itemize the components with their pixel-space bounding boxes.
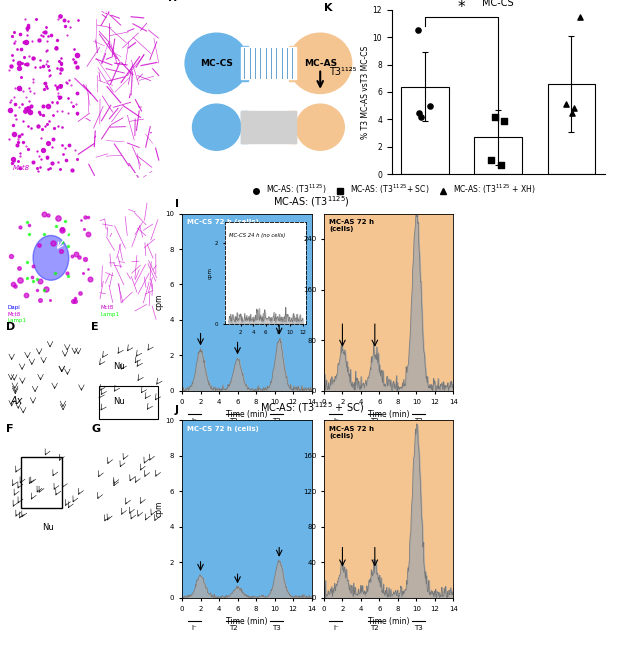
Text: G: G	[91, 424, 101, 434]
Text: T2: T2	[371, 625, 379, 631]
Text: T3¹¹²⁵: T3¹¹²⁵	[329, 67, 357, 78]
Bar	[241, 45, 248, 81]
Text: T2: T2	[229, 625, 237, 631]
Text: MC-AS: MC-AS	[89, 9, 114, 17]
Ellipse shape	[33, 235, 69, 281]
Point	[567, 107, 577, 118]
Text: J: J	[175, 405, 178, 415]
Text: I⁻: I⁻	[333, 625, 339, 631]
Point	[413, 25, 423, 35]
Point	[496, 159, 506, 170]
Bar	[289, 45, 296, 81]
Text: E: E	[91, 323, 99, 332]
Text: MC-AS 72 h
(cells): MC-AS 72 h (cells)	[329, 219, 374, 232]
Y-axis label: % T3 MC-AS vsT3 MC-CS: % T3 MC-AS vsT3 MC-CS	[361, 45, 370, 139]
Text: MC-CS: MC-CS	[10, 196, 35, 205]
Text: H: H	[168, 0, 178, 3]
Text: I⁻: I⁻	[191, 418, 197, 424]
Text: MC-AS: MC-AS	[102, 196, 126, 205]
Text: T3: T3	[272, 625, 281, 631]
Point	[425, 101, 435, 111]
Text: MC-AS 72 h
(cells): MC-AS 72 h (cells)	[329, 426, 374, 439]
Circle shape	[289, 34, 352, 93]
Point	[414, 107, 424, 118]
X-axis label: Time (min): Time (min)	[368, 617, 410, 626]
Y-axis label: cpm: cpm	[155, 294, 164, 310]
Text: I⁻: I⁻	[191, 625, 197, 631]
Bar	[289, 111, 296, 143]
Bar	[20, 457, 62, 508]
Text: Mct8: Mct8	[8, 311, 21, 317]
Text: I⁻: I⁻	[333, 418, 339, 424]
X-axis label: Time (min): Time (min)	[226, 410, 268, 419]
Text: T3: T3	[414, 418, 423, 424]
Text: T3: T3	[272, 418, 281, 424]
Bar	[99, 386, 158, 419]
X-axis label: Time (min): Time (min)	[368, 410, 410, 419]
Bar	[241, 111, 296, 143]
Point	[491, 112, 500, 122]
Text: Mct8: Mct8	[100, 305, 114, 310]
Text: T2: T2	[371, 418, 379, 424]
Legend: MC-AS: (T3$^{1125}$), MC-AS: (T3$^{1125}$+ SC), MC-AS: (T3$^{1125}$ + XH): MC-AS: (T3$^{1125}$), MC-AS: (T3$^{1125}…	[245, 180, 539, 199]
Text: MC-CS 72 h (cells): MC-CS 72 h (cells)	[187, 426, 259, 432]
Text: Lamp1: Lamp1	[8, 318, 27, 323]
Text: K: K	[324, 3, 332, 13]
Point	[569, 103, 579, 114]
Bar	[474, 137, 522, 174]
Title: MC-CS: MC-CS	[482, 0, 514, 8]
Text: C: C	[99, 180, 107, 190]
Text: T3: T3	[414, 625, 423, 631]
Text: MC-CS: MC-CS	[12, 9, 37, 17]
Point	[416, 112, 426, 122]
Text: D: D	[6, 323, 15, 332]
Text: I: I	[175, 199, 178, 209]
Text: Mct8: Mct8	[12, 165, 30, 171]
Text: F: F	[6, 424, 14, 434]
Text: Ax: Ax	[10, 396, 23, 406]
Bar	[241, 111, 248, 143]
Point	[561, 99, 571, 110]
Text: B: B	[6, 180, 15, 190]
Point	[499, 116, 508, 126]
Text: Dapi: Dapi	[8, 305, 21, 310]
Text: Lamp1: Lamp1	[100, 311, 119, 317]
Circle shape	[185, 34, 248, 93]
Text: A: A	[6, 7, 15, 16]
Point	[575, 11, 585, 22]
Circle shape	[193, 104, 241, 150]
Bar	[241, 47, 296, 79]
Text: Nu: Nu	[114, 362, 125, 371]
Text: MC-AS: (T3$^{1125}$ + SC): MC-AS: (T3$^{1125}$ + SC)	[260, 400, 363, 415]
Text: MC-AS: MC-AS	[304, 59, 337, 68]
Text: MC-AS: (T3$^{1125}$): MC-AS: (T3$^{1125}$)	[273, 194, 350, 209]
Bar	[402, 87, 449, 174]
Text: Nu: Nu	[114, 397, 125, 406]
Text: MC-CS: MC-CS	[200, 59, 233, 68]
Text: MC-CS 72 h (cells): MC-CS 72 h (cells)	[187, 219, 259, 225]
Text: *: *	[458, 1, 466, 15]
Circle shape	[296, 104, 344, 150]
Text: Nu: Nu	[42, 522, 54, 532]
Y-axis label: cpm: cpm	[155, 501, 164, 517]
Text: T2: T2	[229, 418, 237, 424]
Bar	[547, 84, 595, 174]
X-axis label: Time (min): Time (min)	[226, 617, 268, 626]
Point	[486, 155, 496, 166]
